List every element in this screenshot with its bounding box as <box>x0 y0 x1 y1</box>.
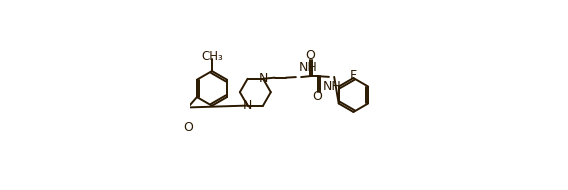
Text: O: O <box>312 90 323 103</box>
Text: N: N <box>243 99 252 112</box>
Text: NH: NH <box>299 61 318 74</box>
Text: F: F <box>350 69 357 82</box>
Text: N: N <box>258 72 268 85</box>
Text: NH: NH <box>323 80 342 93</box>
Text: O: O <box>305 49 315 63</box>
Text: O: O <box>183 121 193 134</box>
Text: CH₃: CH₃ <box>201 50 223 63</box>
